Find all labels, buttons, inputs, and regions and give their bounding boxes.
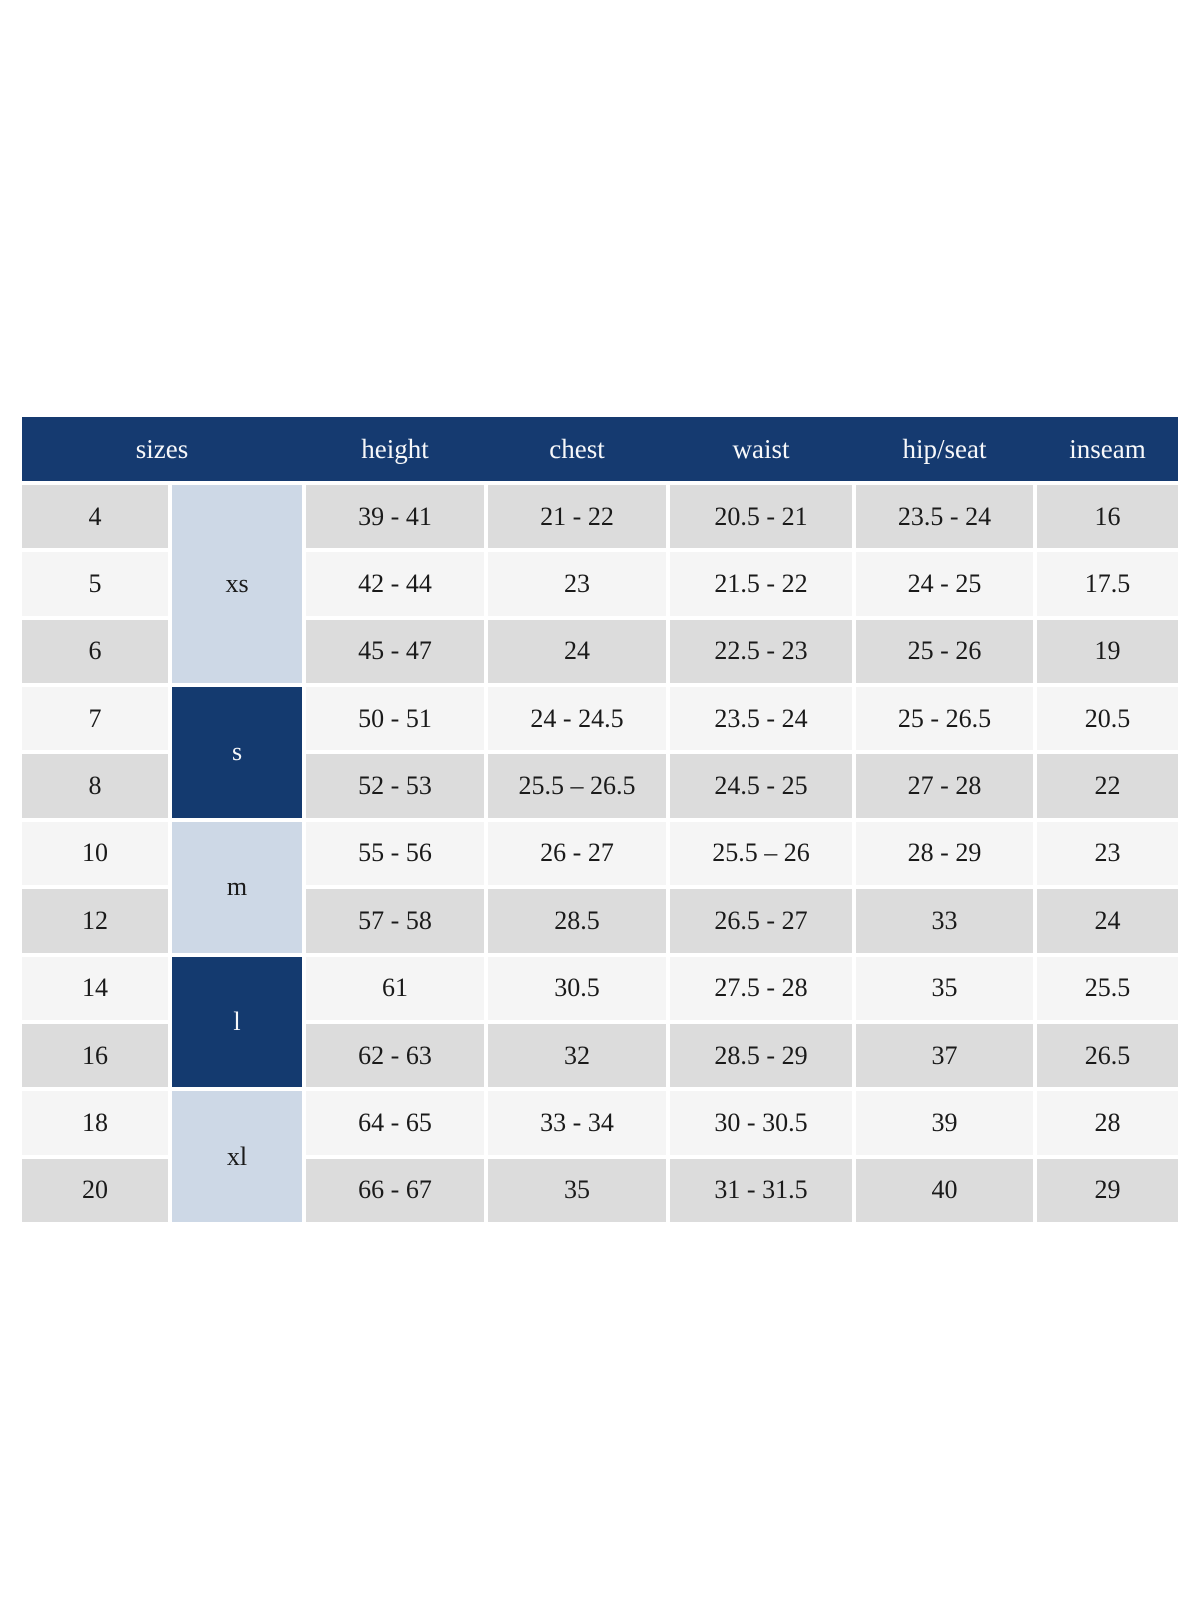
waist-cell: 23.5 - 24 (670, 687, 852, 751)
chest-cell: 24 - 24.5 (488, 687, 666, 751)
height-cell: 52 - 53 (306, 754, 484, 818)
hip-seat-cell: 40 (856, 1158, 1033, 1222)
hip-seat-cell: 23.5 - 24 (856, 485, 1033, 549)
inseam-cell: 16 (1037, 485, 1178, 549)
waist-cell: 25.5 – 26 (670, 821, 852, 886)
group-cell-s: s (172, 687, 302, 818)
header-waist: waist (732, 433, 790, 464)
waist-cell: 28.5 - 29 (670, 1023, 852, 1088)
height-cell: 39 - 41 (306, 485, 484, 549)
height-cell: 42 - 44 (306, 552, 484, 616)
size-cell: 8 (22, 754, 168, 818)
chest-cell: 26 - 27 (488, 821, 666, 886)
hip-seat-cell: 25 - 26 (856, 619, 1033, 684)
height-cell: 64 - 65 (306, 1091, 484, 1155)
header-inseam: inseam (1069, 433, 1146, 464)
waist-cell: 21.5 - 22 (670, 552, 852, 616)
header-hip-seat: hip/seat (902, 433, 987, 464)
size-cell: 20 (22, 1158, 168, 1222)
height-cell: 50 - 51 (306, 687, 484, 751)
size-cell: 12 (22, 889, 168, 953)
chest-cell: 33 - 34 (488, 1091, 666, 1155)
hip-seat-cell: 37 (856, 1023, 1033, 1088)
chest-cell: 28.5 (488, 889, 666, 953)
chest-cell: 32 (488, 1023, 666, 1088)
size-cell: 5 (22, 552, 168, 616)
inseam-cell: 25.5 (1037, 956, 1178, 1020)
waist-cell: 30 - 30.5 (670, 1091, 852, 1155)
inseam-cell: 22 (1037, 754, 1178, 818)
inseam-cell: 26.5 (1037, 1023, 1178, 1088)
hip-seat-cell: 24 - 25 (856, 552, 1033, 616)
group-cell-xs: xs (172, 485, 302, 684)
hip-seat-cell: 25 - 26.5 (856, 687, 1033, 751)
size-cell: 18 (22, 1091, 168, 1155)
waist-cell: 24.5 - 25 (670, 754, 852, 818)
inseam-cell: 29 (1037, 1158, 1178, 1222)
hip-seat-cell: 35 (856, 956, 1033, 1020)
size-cell: 6 (22, 619, 168, 684)
height-cell: 62 - 63 (306, 1023, 484, 1088)
inseam-cell: 19 (1037, 619, 1178, 684)
chest-cell: 24 (488, 619, 666, 684)
hip-seat-cell: 33 (856, 889, 1033, 953)
chest-cell: 23 (488, 552, 666, 616)
inseam-cell: 17.5 (1037, 552, 1178, 616)
hip-seat-cell: 27 - 28 (856, 754, 1033, 818)
header-height: height (361, 433, 429, 464)
group-cell-l: l (172, 956, 302, 1088)
height-cell: 61 (306, 956, 484, 1020)
waist-cell: 20.5 - 21 (670, 485, 852, 549)
table-header-row: sizes height chest waist hip/seat inseam (22, 417, 1178, 481)
height-cell: 45 - 47 (306, 619, 484, 684)
chest-cell: 35 (488, 1158, 666, 1222)
waist-cell: 26.5 - 27 (670, 889, 852, 953)
hip-seat-cell: 28 - 29 (856, 821, 1033, 886)
chest-cell: 25.5 – 26.5 (488, 754, 666, 818)
size-cell: 10 (22, 821, 168, 886)
size-chart-table: sizes height chest waist hip/seat inseam… (22, 417, 1178, 1222)
size-cell: 16 (22, 1023, 168, 1088)
group-cell-xl: xl (172, 1091, 302, 1222)
hip-seat-cell: 39 (856, 1091, 1033, 1155)
waist-cell: 27.5 - 28 (670, 956, 852, 1020)
size-cell: 14 (22, 956, 168, 1020)
chest-cell: 21 - 22 (488, 485, 666, 549)
inseam-cell: 20.5 (1037, 687, 1178, 751)
header-sizes: sizes (135, 433, 189, 464)
height-cell: 55 - 56 (306, 821, 484, 886)
group-cell-m: m (172, 821, 302, 953)
waist-cell: 22.5 - 23 (670, 619, 852, 684)
header-chest: chest (549, 433, 605, 464)
height-cell: 66 - 67 (306, 1158, 484, 1222)
height-cell: 57 - 58 (306, 889, 484, 953)
inseam-cell: 24 (1037, 889, 1178, 953)
size-cell: 7 (22, 687, 168, 751)
inseam-cell: 28 (1037, 1091, 1178, 1155)
inseam-cell: 23 (1037, 821, 1178, 886)
size-cell: 4 (22, 485, 168, 549)
waist-cell: 31 - 31.5 (670, 1158, 852, 1222)
chest-cell: 30.5 (488, 956, 666, 1020)
